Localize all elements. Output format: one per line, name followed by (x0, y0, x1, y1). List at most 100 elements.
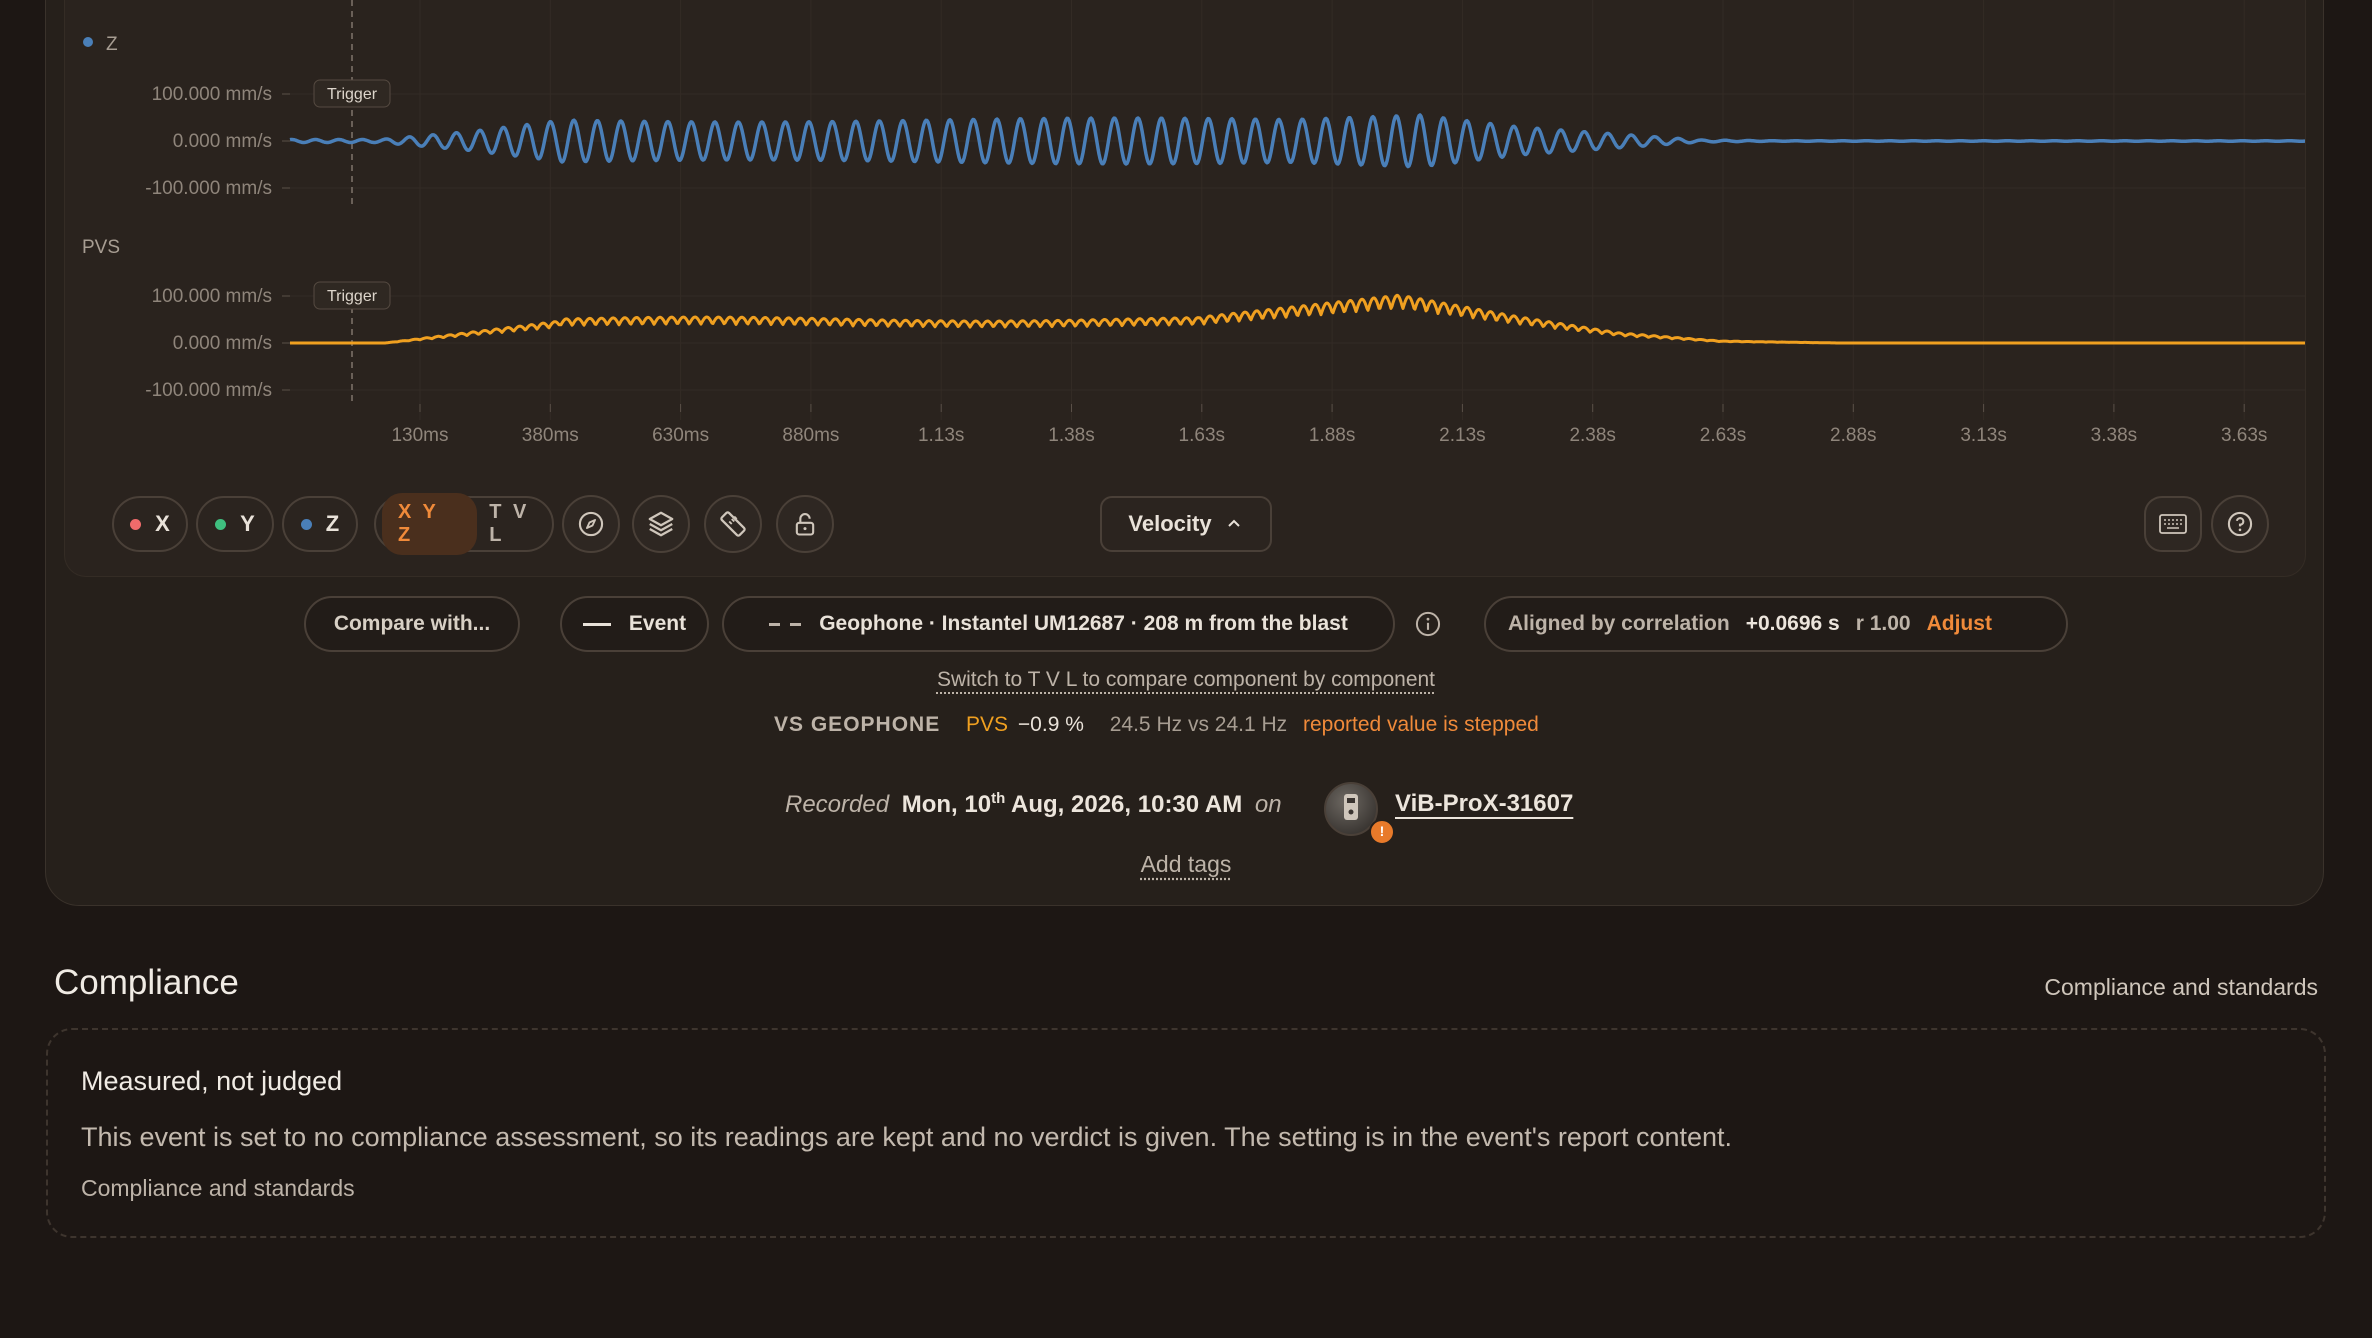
info-button[interactable] (1414, 610, 1444, 640)
compass-button[interactable] (562, 495, 620, 553)
lock-icon (795, 513, 815, 536)
x-tick-label: 2.63s (1700, 425, 1746, 446)
dashed-line-icon (769, 622, 802, 626)
recorded-prefix: Recorded (785, 791, 890, 818)
compliance-standards-link[interactable]: Compliance and standards (2044, 974, 2318, 1000)
ruler-button[interactable] (704, 495, 762, 553)
x-tick-label: 1.38s (1048, 425, 1094, 446)
x-channel-label: X (155, 511, 170, 536)
z-ytick-top: 100.000 mm/s (152, 84, 272, 105)
compass-icon (578, 511, 604, 537)
device-link[interactable]: ViB-ProX-31607 (1395, 790, 1573, 818)
x-tick-label: 1.88s (1309, 425, 1355, 446)
vs-pvs-value: −0.9 % (1017, 713, 1084, 736)
x-axis-ticks: 130ms 380ms 630ms 880ms 1.13s 1.38s 1.63s 1.88s… (391, 404, 2267, 446)
recorded-date: Mon, 10th Aug, 2026, 10:30 AM (901, 790, 1243, 818)
x-tick-label: 880ms (782, 425, 839, 446)
x-channel-toggle[interactable]: X (112, 496, 188, 552)
x-tick-label: 130ms (391, 425, 448, 446)
x-tick-label: 630ms (652, 425, 709, 446)
z-channel-toggle[interactable]: Z (282, 496, 358, 552)
solid-line-icon (582, 622, 611, 626)
compare-with-button[interactable]: Compare with... (304, 596, 520, 652)
keyboard-icon (2159, 514, 2187, 534)
warning-badge-icon: ! (1379, 823, 1385, 839)
chart-grid (282, 0, 2305, 420)
z-legend-dot (83, 37, 93, 47)
x-tick-label: 2.13s (1439, 425, 1485, 446)
vs-frequency: 24.5 Hz vs 24.1 Hz (1109, 713, 1288, 736)
velocity-dropdown[interactable]: Velocity (1100, 496, 1272, 552)
recorded-on: on (1254, 791, 1282, 818)
question-icon (2227, 511, 2253, 537)
layers-icon (648, 511, 674, 537)
z-dot (300, 518, 312, 530)
pvs-series-line (289, 293, 2306, 345)
adjust-link[interactable]: Adjust (1926, 612, 1992, 635)
z-series-line (289, 113, 2306, 169)
vs-label: VS GEOPHONE (774, 713, 941, 736)
y-dot (215, 518, 227, 530)
y-channel-toggle[interactable]: Y (196, 496, 274, 552)
info-icon (1415, 611, 1441, 637)
device-icon (1344, 794, 1358, 820)
compliance-card-title: Measured, not judged (81, 1066, 343, 1096)
x-tick-label: 3.13s (1960, 425, 2006, 446)
stepped-note: reported value is stepped (1303, 713, 1539, 736)
compare-with-label: Compare with... (333, 612, 491, 635)
event-legend-chip[interactable]: Event (560, 596, 709, 652)
z-trigger-tag (313, 79, 391, 108)
z-legend-label: Z (106, 34, 118, 55)
device-name[interactable]: ViB-ProX-31607 (1395, 790, 1574, 817)
aligned-offset: +0.0696 s (1745, 612, 1840, 635)
pvs-ytick-bottom: -100.000 mm/s (145, 380, 272, 401)
compliance-heading: Compliance (54, 963, 239, 1002)
chevron-up-icon (1227, 519, 1240, 527)
x-tick-label: 2.88s (1830, 425, 1876, 446)
device-warning-badge: ! (1369, 819, 1395, 845)
z-trigger-label: Trigger (327, 86, 378, 103)
compliance-card-link[interactable]: Compliance and standards (81, 1175, 355, 1201)
add-tags-link[interactable]: Add tags (0, 851, 2372, 878)
pvs-ytick-mid: 0.000 mm/s (173, 333, 272, 354)
z-ytick-mid: 0.000 mm/s (173, 131, 272, 152)
velocity-label: Velocity (1128, 511, 1212, 536)
chart-panel (64, 0, 2306, 577)
aligned-r: r 1.00 (1855, 612, 1911, 635)
alignment-chip: Aligned by correlation +0.0696 s r 1.00 … (1484, 596, 2068, 652)
recorded-line: Recorded Mon, 10th Aug, 2026, 10:30 AM o… (785, 790, 1282, 819)
add-tags-text[interactable]: Add tags (1140, 851, 1232, 877)
x-dot (130, 518, 142, 530)
x-tick-label: 3.38s (2091, 425, 2137, 446)
vs-geophone-summary: VS GEOPHONE PVS −0.9 % 24.5 Hz vs 24.1 H… (774, 713, 1539, 737)
z-channel-label: Z (325, 511, 340, 536)
lock-button[interactable] (776, 495, 834, 553)
help-button[interactable] (2211, 495, 2269, 553)
pvs-label: PVS (82, 237, 120, 258)
compliance-card: Measured, not judged This event is set t… (46, 1028, 2326, 1238)
x-tick-label: 380ms (522, 425, 579, 446)
ruler-icon (720, 511, 746, 537)
x-tick-label: 1.63s (1179, 425, 1225, 446)
layers-button[interactable] (632, 495, 690, 553)
geophone-legend-chip[interactable]: Geophone · Instantel UM12687 · 208 m fro… (722, 596, 1395, 652)
mode-xyz[interactable]: X Y Z (382, 493, 478, 555)
x-tick-label: 2.38s (1569, 425, 1615, 446)
compliance-card-text: This event is set to no compliance asses… (81, 1122, 1733, 1152)
mode-tvl[interactable]: T V L (489, 501, 530, 546)
x-tick-label: 3.63s (2221, 425, 2267, 446)
keyboard-shortcuts-button[interactable] (2144, 496, 2202, 552)
axis-mode-switch[interactable]: X Y Z T V L (374, 493, 554, 555)
pvs-ytick-top: 100.000 mm/s (152, 286, 272, 307)
pvs-trigger-tag (313, 281, 391, 310)
switch-tvl-link[interactable]: Switch to T V L to compare component by … (0, 668, 2372, 692)
pvs-trigger-label: Trigger (327, 288, 378, 305)
z-ytick-bottom: -100.000 mm/s (145, 178, 272, 199)
y-channel-label: Y (240, 511, 255, 536)
geophone-label: Geophone · Instantel UM12687 · 208 m fro… (819, 612, 1348, 635)
x-tick-label: 1.13s (918, 425, 964, 446)
device-avatar[interactable] (1324, 782, 1378, 836)
vs-pvs: PVS (966, 713, 1009, 736)
event-label: Event (628, 612, 687, 635)
switch-tvl-text[interactable]: Switch to T V L to compare component by … (936, 668, 1436, 691)
